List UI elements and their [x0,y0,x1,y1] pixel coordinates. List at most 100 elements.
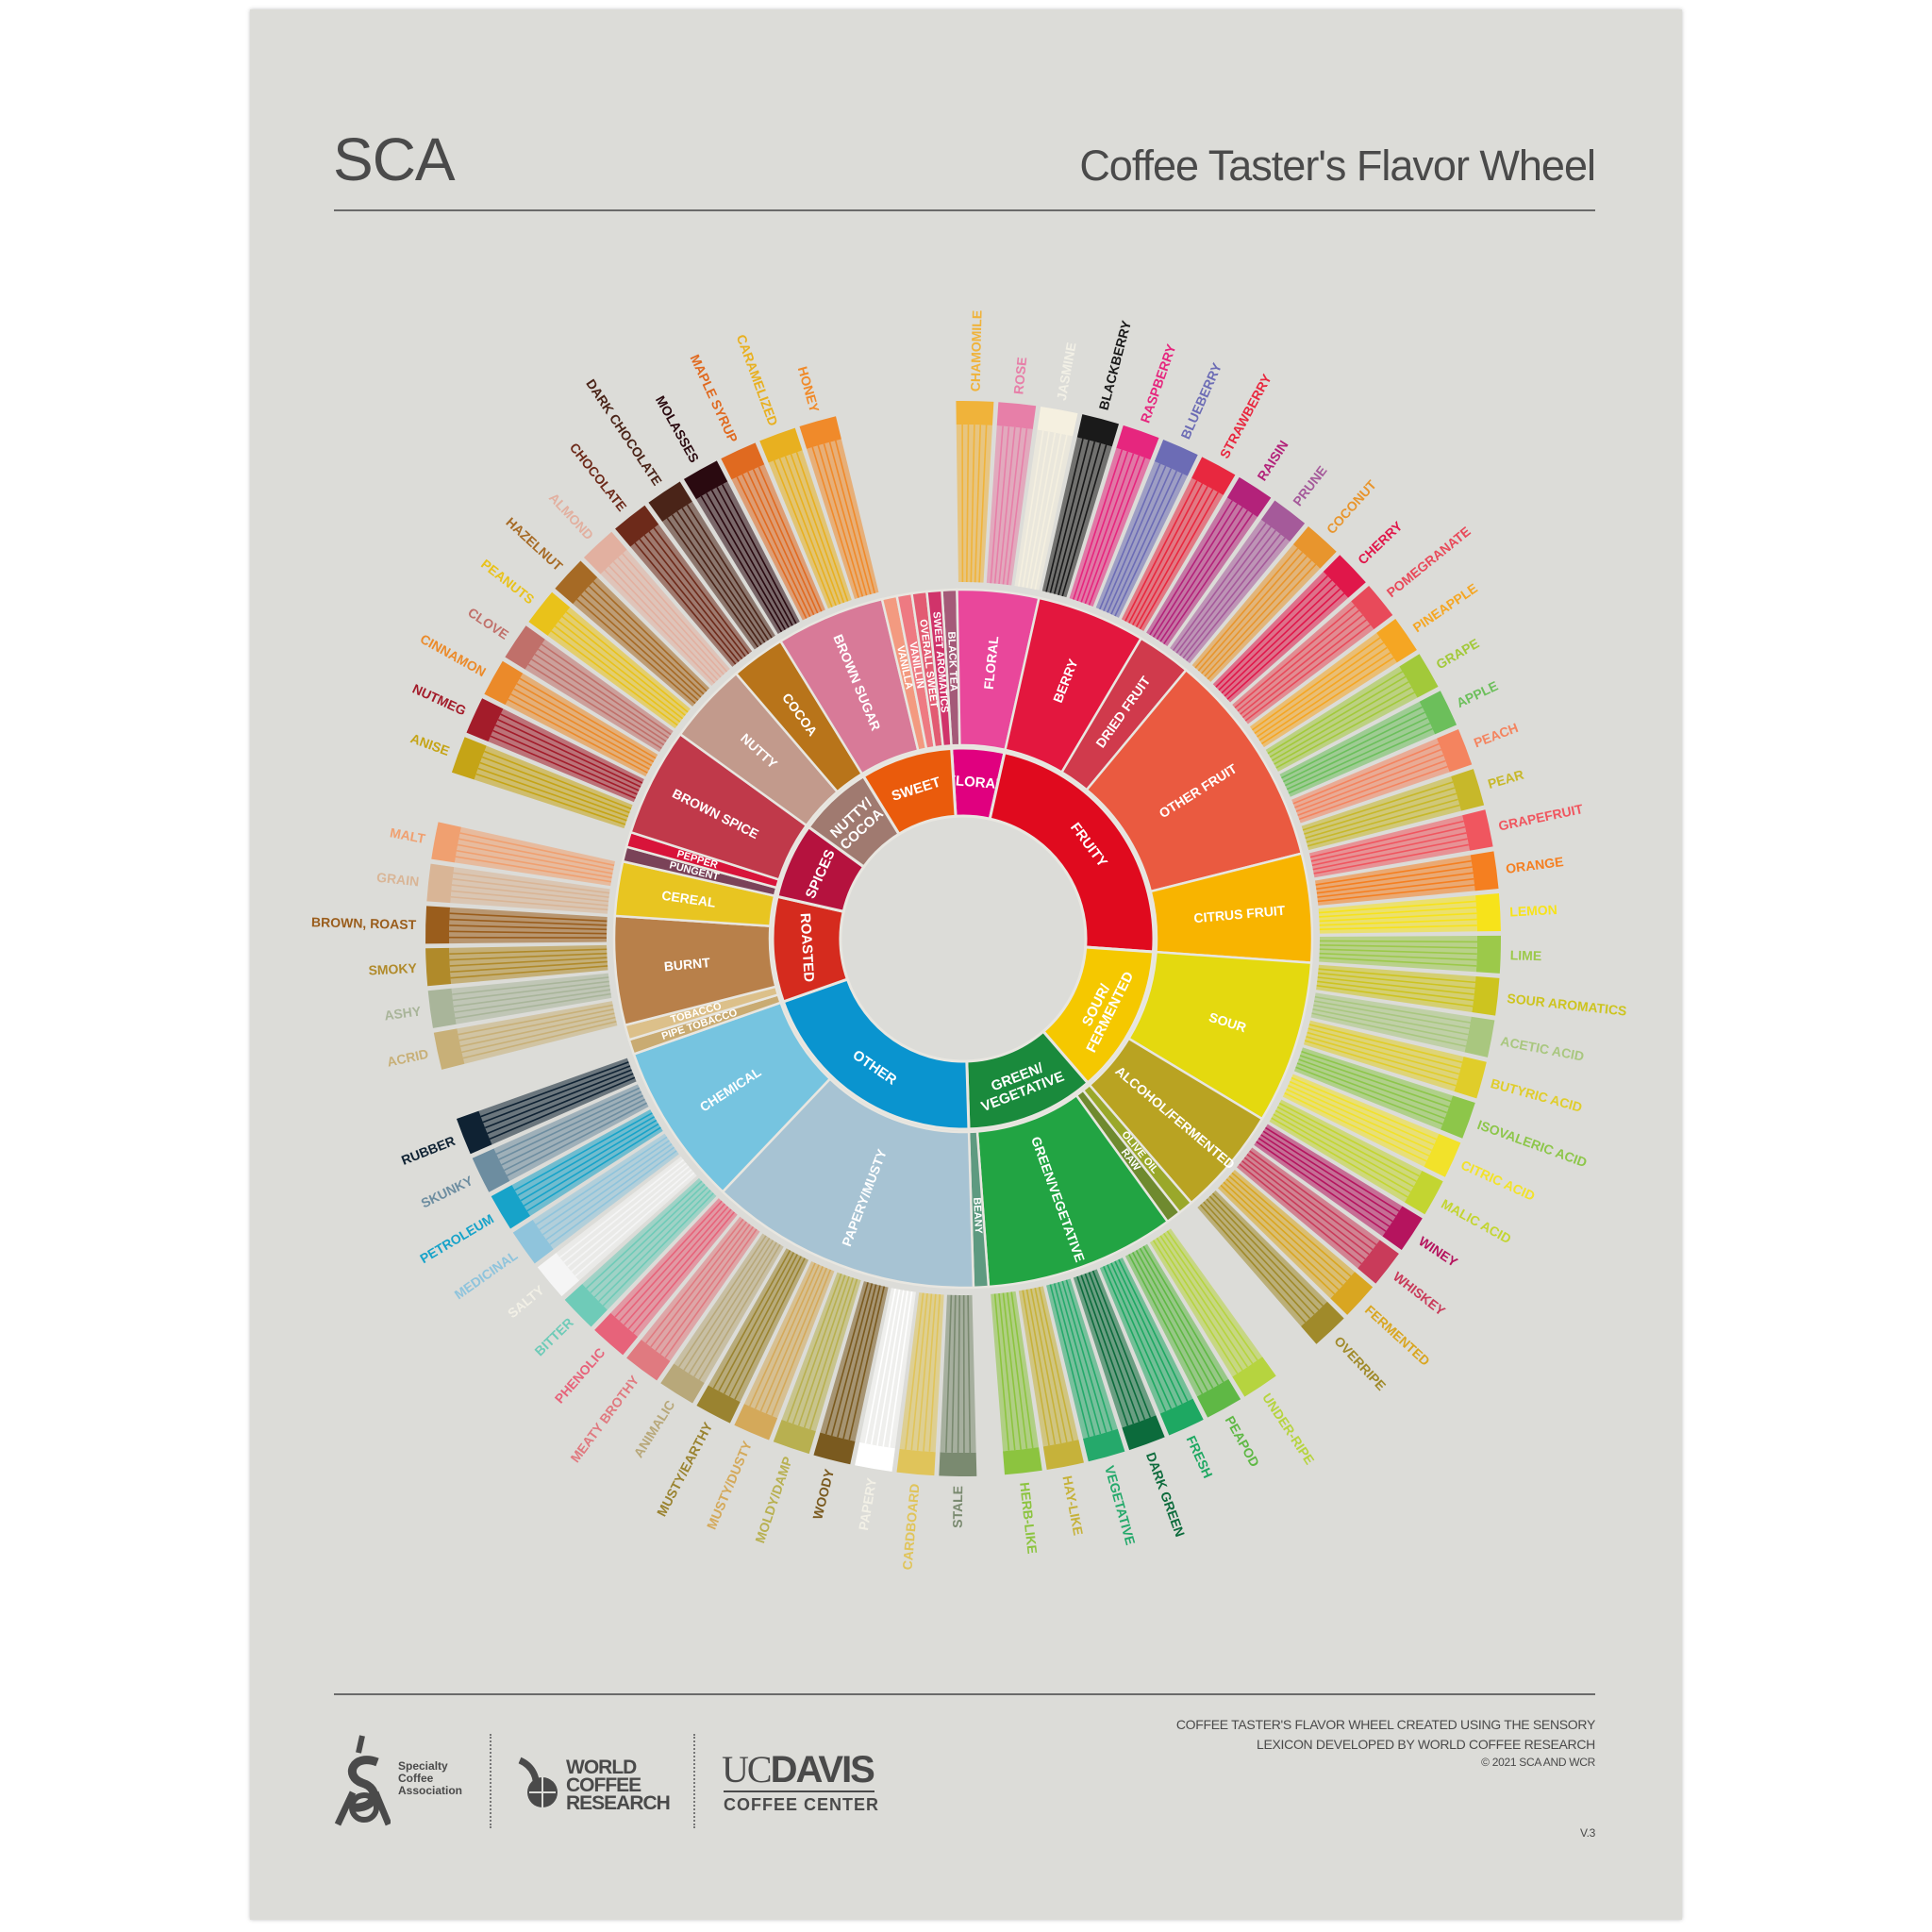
leaf-under-ripe-tip [1232,1357,1276,1397]
leaf-nutmeg-tip [466,698,504,742]
leaf-cardboard-stripe [910,1293,928,1451]
group-label-floral: FLORAL [946,773,1005,793]
wcr-logo-text: COFFEE [566,1774,641,1796]
leaf-rose-stripe [1002,427,1022,585]
leaf-anise-stripe [481,756,630,814]
leaf-overripe-stripe [1203,1201,1311,1319]
leaf-label-nutmeg: NUTMEG [410,681,469,719]
leaf-prune-stripe [1175,525,1272,654]
leaf-herb-like-stripe [993,1293,1010,1451]
leaf-label-overripe: OVERRIPE [1331,1333,1389,1393]
leaf-almond-stripe [617,557,724,675]
leaf-malt-stripe [458,838,614,871]
leaf-lemon-stripe [1319,907,1477,918]
leaf-caramelized-stripe [790,454,845,604]
leaf-meaty-brothy-bar [641,1216,760,1361]
leaf-pineapple-stripe [1257,646,1388,738]
leaf-sour-aromatics-stripe [1318,972,1475,990]
leaf-rubber-stripe [487,1073,634,1135]
leaf-peach-tip [1436,728,1473,773]
leaf-label-salty: SALTY [505,1282,547,1321]
leaf-prune-stripe [1186,537,1286,661]
leaf-honey-tip [799,416,841,449]
leaf-label-cinnamon: CINNAMON [418,631,489,679]
leaf-coconut-stripe [1197,551,1304,672]
leaf-stale-stripe [957,1294,961,1453]
leaf-butyric-acid-stripe [1307,1027,1461,1070]
sca-logo-mark [334,1735,391,1826]
leaf-meaty-brothy-stripe [655,1224,751,1352]
leaf-pomegranate-stripe [1237,609,1359,712]
leaf-citric-acid-stripe [1288,1084,1432,1152]
leaf-skunky-stripe [501,1094,643,1166]
leaf-chocolate-stripe [653,527,750,655]
leaf-bitter-tip [564,1284,608,1327]
leaf-brown-roast-tip [425,906,451,944]
leaf-peanuts-stripe [550,630,678,726]
leaf-peach-stripe [1294,748,1442,808]
leaf-musty-earthy-tip [696,1385,741,1424]
leaf-blackberry-stripe [1053,441,1096,594]
leaf-medicinal-stripe [545,1146,675,1241]
leaf-label-cherry: CHERRY [1355,518,1406,567]
leaf-malic-acid-stripe [1274,1109,1414,1188]
leaf-blackberry-stripe [1049,440,1090,593]
leaf-hazelnut-stripe [588,585,705,695]
leaf-dark-green-tip [1122,1415,1165,1451]
sca-logo-text: Association [398,1784,463,1797]
leaf-woody-stripe [837,1284,877,1438]
leaf-vegetative-stripe [1061,1280,1108,1433]
leaf-strawberry-stripe [1139,491,1219,630]
leaf-chamomile-stripe [978,425,988,583]
leaf-peanuts-tip [528,591,571,636]
leaf-nutmeg-stripe [500,713,643,784]
leaf-hazelnut-stripe [592,581,708,692]
leaf-phenolic-stripe [627,1208,732,1330]
leaf-phenolic-stripe [632,1211,735,1334]
leaf-coconut-stripe [1194,547,1299,669]
leaf-papery-stripe [888,1291,913,1448]
group-fruity-segment [988,751,1156,954]
leaf-pineapple-stripe [1254,641,1385,735]
leaf-woody-stripe [842,1285,881,1440]
leaf-prune-stripe [1179,529,1276,657]
leaf-isovaleric-acid-stripe [1298,1058,1448,1114]
leaf-whiskey-stripe [1239,1163,1362,1265]
leaf-sour-aromatics-stripe [1317,976,1474,995]
leaf-salty-stripe [563,1162,687,1263]
leaf-smoky-stripe [449,952,608,961]
leaf-raspberry-tip [1116,425,1159,460]
leaf-malic-acid-tip [1404,1170,1443,1215]
leaf-almond-stripe [622,553,728,673]
leaf-citric-acid-stripe [1286,1088,1430,1157]
leaf-fermented-stripe [1228,1175,1348,1282]
leaf-grain-stripe [451,890,608,907]
leaf-phenolic-tip [594,1312,639,1356]
leaf-acetic-acid-stripe [1311,1012,1467,1047]
leaf-hazelnut-stripe [580,594,699,701]
leaf-salty-stripe [571,1169,692,1273]
leaf-cardboard-tip [896,1448,936,1476]
leaf-meaty-brothy-stripe [659,1226,755,1355]
leaf-malt-stripe [458,843,613,874]
leaf-rose-stripe [1007,428,1028,586]
leaf-almond-stripe [604,569,716,684]
leaf-anise-stripe [475,773,626,825]
leaf-grapefruit-stripe [1313,843,1469,874]
leaf-chocolate-stripe [648,531,746,658]
leaf-grapefruit-stripe [1312,838,1468,871]
leaf-sour-aromatics-stripe [1316,984,1474,1008]
leaf-cinnamon-stripe [516,683,655,763]
leaf-grain-stripe [451,884,609,903]
leaf-label-rubber: RUBBER [399,1133,458,1168]
leaf-pomegranate-stripe [1240,614,1364,715]
leaf-grape-stripe [1275,691,1415,769]
leaf-fresh-stripe [1110,1262,1177,1407]
leaf-musty-dusty-tip [734,1404,778,1441]
leaf-ashy-tip [427,988,457,1028]
leaf-fresh-stripe [1114,1260,1183,1405]
leaf-fermented-stripe [1223,1181,1340,1291]
leaf-woody-stripe [848,1286,886,1441]
leaf-coconut-tip [1292,525,1337,569]
leaf-label-moldy-damp: MOLDY/DAMP [752,1455,795,1545]
